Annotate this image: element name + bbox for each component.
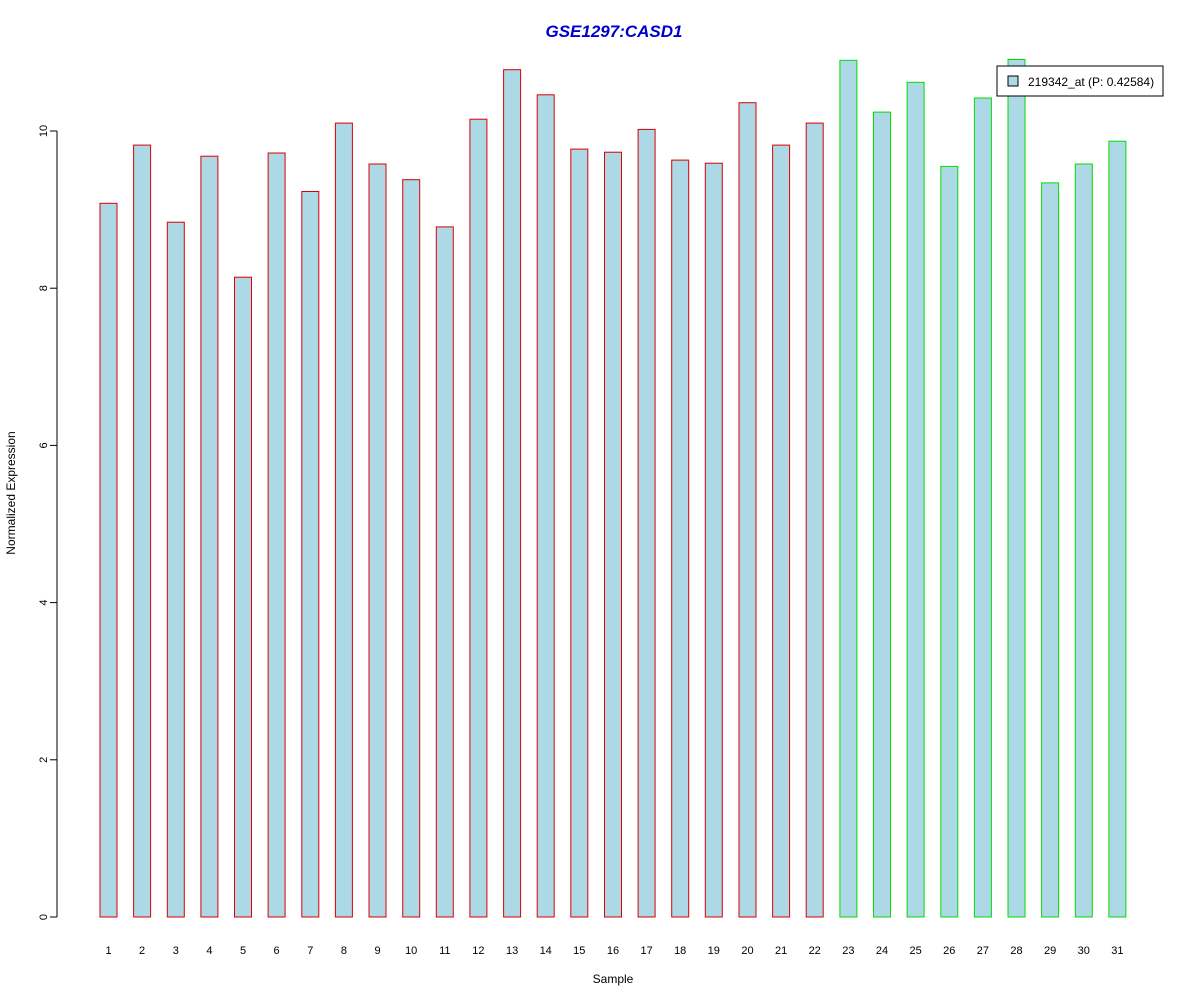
x-tick-label: 17 xyxy=(640,945,652,957)
bar-sample-4 xyxy=(200,155,219,918)
x-tick-label: 27 xyxy=(977,945,989,957)
y-tick-label: 4 xyxy=(38,600,50,606)
x-tick-label: 9 xyxy=(374,945,380,957)
bar-sample-19 xyxy=(704,162,723,918)
bar-sample-27 xyxy=(973,97,992,918)
bar-sample-11 xyxy=(435,226,454,918)
bar-sample-24 xyxy=(873,111,891,918)
x-tick-label: 4 xyxy=(206,945,212,957)
x-tick-label: 1 xyxy=(105,945,111,957)
y-tick-label: 2 xyxy=(38,757,50,763)
bar-sample-14 xyxy=(536,94,555,918)
y-tick-label: 10 xyxy=(38,125,50,137)
bar-sample-3 xyxy=(166,221,185,918)
y-tick-label: 6 xyxy=(38,442,50,448)
bar-sample-22 xyxy=(805,122,824,918)
x-axis-label: Sample xyxy=(593,972,634,986)
x-tick-label: 24 xyxy=(876,945,888,957)
legend-label: 219342_at (P: 0.42584) xyxy=(1028,75,1154,89)
bar-sample-5 xyxy=(234,276,252,918)
bar-sample-29 xyxy=(1041,182,1060,918)
x-tick-label: 31 xyxy=(1111,945,1123,957)
bar-sample-30 xyxy=(1074,163,1093,918)
y-axis-label: Normalized Expression xyxy=(4,431,18,554)
x-tick-label: 5 xyxy=(240,945,246,957)
bar-sample-13 xyxy=(503,69,522,918)
x-tick-label: 15 xyxy=(573,945,585,957)
bar-sample-2 xyxy=(133,144,152,918)
bar-sample-9 xyxy=(368,163,387,918)
x-tick-label: 16 xyxy=(607,945,619,957)
bar-sample-26 xyxy=(940,165,959,918)
x-tick-label: 6 xyxy=(274,945,280,957)
legend-swatch xyxy=(1007,75,1019,87)
bar-sample-10 xyxy=(402,179,421,918)
bar-sample-28 xyxy=(1007,59,1026,918)
x-tick-label: 18 xyxy=(674,945,686,957)
x-tick-label: 7 xyxy=(307,945,313,957)
legend: 219342_at (P: 0.42584) xyxy=(996,65,1164,97)
bar-sample-20 xyxy=(738,102,757,918)
x-tick-label: 30 xyxy=(1078,945,1090,957)
bars-group xyxy=(99,59,1127,918)
bar-sample-16 xyxy=(604,151,622,918)
bar-sample-6 xyxy=(267,152,286,918)
x-tick-label: 10 xyxy=(405,945,417,957)
x-axis-tick-labels: 1 2 3 4 5 6 7 8 9 10 11 12 13 14 15 16 17 18 19 20 21 22 23 24 2… xyxy=(105,945,1123,957)
x-tick-label: 8 xyxy=(341,945,347,957)
bar-sample-21 xyxy=(772,144,791,918)
bar-sample-7 xyxy=(301,191,320,918)
y-tick-label: 0 xyxy=(38,914,50,920)
x-tick-label: 12 xyxy=(472,945,484,957)
x-tick-label: 2 xyxy=(139,945,145,957)
x-tick-label: 25 xyxy=(909,945,921,957)
y-tick-label: 8 xyxy=(38,285,50,291)
x-tick-label: 11 xyxy=(439,945,450,957)
x-tick-label: 21 xyxy=(775,945,787,957)
legend-box xyxy=(996,65,1164,97)
x-tick-label: 29 xyxy=(1044,945,1056,957)
bar-sample-17 xyxy=(637,128,656,918)
x-tick-label: 13 xyxy=(506,945,518,957)
y-axis: 0 2 4 6 8 10 xyxy=(38,125,58,920)
bar-sample-18 xyxy=(671,159,690,918)
x-tick-label: 3 xyxy=(173,945,179,957)
x-tick-label: 23 xyxy=(842,945,854,957)
bar-sample-15 xyxy=(570,148,589,918)
chart-title: GSE1297:CASD1 xyxy=(545,22,682,41)
bar-sample-1 xyxy=(99,202,118,918)
x-tick-label: 20 xyxy=(741,945,753,957)
x-tick-label: 28 xyxy=(1010,945,1022,957)
x-tick-label: 14 xyxy=(540,945,552,957)
x-tick-label: 19 xyxy=(708,945,720,957)
bar-sample-12 xyxy=(469,118,488,918)
x-tick-label: 22 xyxy=(809,945,821,957)
bar-sample-25 xyxy=(906,81,925,918)
bar-sample-31 xyxy=(1108,140,1127,918)
x-tick-label: 26 xyxy=(943,945,955,957)
bar-sample-8 xyxy=(334,122,353,918)
bar-sample-23 xyxy=(839,59,858,918)
